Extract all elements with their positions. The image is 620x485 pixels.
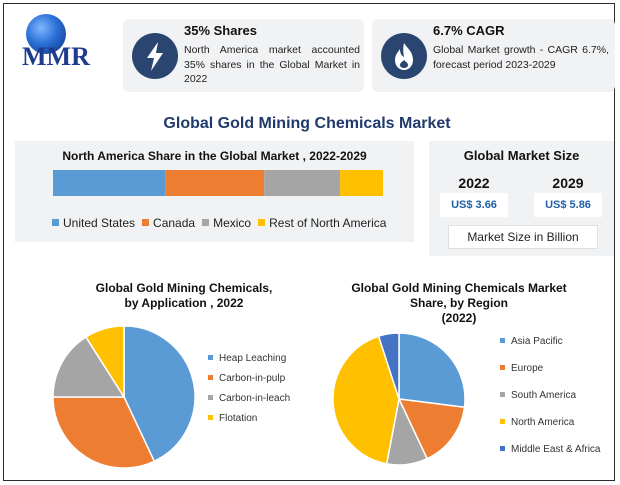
legend-swatch xyxy=(208,395,213,400)
stacked-bar-chart xyxy=(53,170,383,196)
year-label: 2029 xyxy=(552,175,584,191)
market-size-note: Market Size in Billion xyxy=(448,225,598,249)
application-chart-title: Global Gold Mining Chemicals, by Applica… xyxy=(54,281,314,311)
region-legend: Asia Pacific Europe South America North Ame… xyxy=(500,336,615,466)
market-value: US$ 3.66 xyxy=(440,193,508,217)
legend-label: United States xyxy=(63,216,136,230)
legend-item-rest-of-north-america: Rest of North America xyxy=(258,216,386,230)
pie-slice-carbon-in-pulp xyxy=(52,396,156,469)
legend-swatch xyxy=(208,375,213,380)
lightning-icon xyxy=(132,33,178,79)
pie-slice-europe xyxy=(397,398,466,460)
legend-swatch xyxy=(500,419,505,424)
stat-card-share: 35% Shares North America market accounte… xyxy=(123,19,364,92)
legend-item-flotation: Flotation xyxy=(208,413,257,424)
pie-slice-asia-pacific xyxy=(398,332,466,409)
region-pie-chart xyxy=(332,332,466,466)
pie-slice-carbon-in-leach xyxy=(52,336,126,398)
legend-label: Canada xyxy=(153,216,196,230)
legend-item-carbon-in-pulp: Carbon-in-pulp xyxy=(208,373,285,384)
stat-text: Global Market growth - CAGR 6.7%, foreca… xyxy=(433,44,609,71)
legend-item-middle-east-africa: Middle East & Africa xyxy=(500,444,600,455)
market-value: US$ 5.86 xyxy=(534,193,602,217)
legend-label: Carbon-in-pulp xyxy=(219,373,286,384)
pie-slice-heap-leaching xyxy=(123,325,196,463)
legend-swatch xyxy=(500,392,505,397)
legend-label: Mexico xyxy=(213,216,252,230)
application-legend: Heap Leaching Carbon-in-pulp Carbon-in-lea… xyxy=(208,353,318,433)
legend-swatch xyxy=(208,415,213,420)
pie-slice-flotation xyxy=(84,325,125,400)
share-legend: United States Canada Mexico Rest of North A… xyxy=(52,216,393,230)
legend-label: Flotation xyxy=(219,413,258,424)
flame-icon xyxy=(381,33,427,79)
logo: MMR xyxy=(14,12,114,82)
stat-card-cagr: 6.7% CAGR Global Market growth - CAGR 6.… xyxy=(372,19,615,92)
main-title: Global Gold Mining Chemicals Market xyxy=(163,115,451,132)
title-line: by Application , 2022 xyxy=(124,296,244,310)
legend-swatch xyxy=(500,338,505,343)
logo-text: MMR xyxy=(22,42,90,71)
legend-label: South America xyxy=(511,390,577,401)
pie-slice-middle-east-africa xyxy=(377,332,400,400)
pie-slice-north-america xyxy=(332,335,400,465)
bar-segment-rest-of-north-america xyxy=(340,170,383,196)
legend-item-mexico: Mexico xyxy=(202,216,251,230)
legend-item-canada: Canada xyxy=(142,216,195,230)
north-america-share-panel: North America Share in the Global Market… xyxy=(15,141,414,242)
market-size-title: Global Market Size xyxy=(463,148,580,163)
legend-swatch xyxy=(142,219,150,226)
stat-text: North America market accounted 35% share… xyxy=(184,44,360,85)
bar-segment-mexico xyxy=(264,170,341,196)
stat-title: 6.7% CAGR xyxy=(433,23,505,38)
legend-label: Asia Pacific xyxy=(511,336,563,347)
legend-item-asia-pacific: Asia Pacific xyxy=(500,336,563,347)
legend-swatch xyxy=(202,219,210,226)
legend-swatch xyxy=(52,219,59,226)
title-line: (2022) xyxy=(441,311,477,325)
title-line: Share, by Region xyxy=(409,296,509,310)
region-chart-title: Global Gold Mining Chemicals Market Shar… xyxy=(334,281,584,326)
legend-label: Carbon-in-leach xyxy=(219,393,291,404)
legend-label: Heap Leaching xyxy=(219,353,287,364)
bar-segment-canada xyxy=(165,170,265,196)
market-size-panel: Global Market Size 2022 US$ 3.66 2029 US… xyxy=(429,141,614,256)
title-line: Global Gold Mining Chemicals, xyxy=(95,281,273,295)
share-chart-title: North America Share in the Global Market… xyxy=(62,149,367,163)
legend-item-north-america: North America xyxy=(500,417,574,428)
bar-segment-united-states xyxy=(53,170,166,196)
legend-item-united-states: United States xyxy=(52,216,135,230)
legend-label: Europe xyxy=(511,363,544,374)
year-label: 2022 xyxy=(458,175,490,191)
legend-label: Rest of North America xyxy=(269,216,387,230)
application-pie-chart xyxy=(52,325,196,469)
globe-icon xyxy=(26,14,66,54)
legend-swatch xyxy=(500,365,505,370)
legend-item-heap-leaching: Heap Leaching xyxy=(208,353,286,364)
legend-item-carbon-in-leach: Carbon-in-leach xyxy=(208,393,290,404)
infographic-frame: MMR 35% Shares North America market acco… xyxy=(3,3,615,481)
stat-title: 35% Shares xyxy=(184,23,257,38)
legend-swatch xyxy=(258,219,266,226)
legend-swatch xyxy=(500,446,505,451)
legend-label: North America xyxy=(511,417,575,428)
legend-item-europe: Europe xyxy=(500,363,543,374)
legend-item-south-america: South America xyxy=(500,390,576,401)
legend-swatch xyxy=(208,355,213,360)
legend-label: Middle East & Africa xyxy=(511,444,601,455)
title-line: Global Gold Mining Chemicals Market xyxy=(351,281,567,295)
